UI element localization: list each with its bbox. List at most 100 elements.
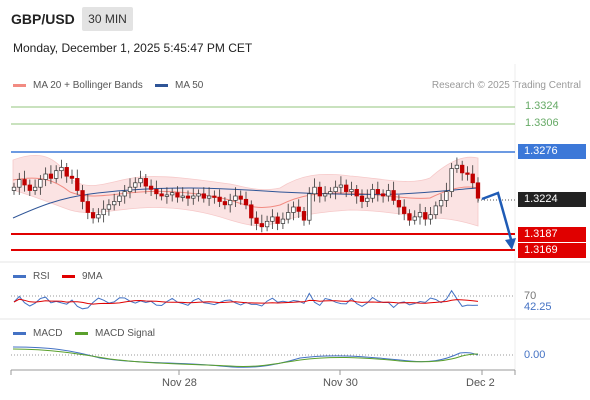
candle-body: [101, 208, 106, 216]
legend-rsi: RSI: [13, 271, 50, 282]
timeframe-button[interactable]: 30 MIN: [82, 7, 133, 31]
candle-body: [307, 193, 312, 221]
arrowhead-icon: [505, 238, 516, 250]
candle-body: [175, 192, 180, 198]
candle-body: [217, 196, 222, 202]
candle-body: [270, 216, 275, 222]
candle-body: [127, 186, 133, 192]
candle-body: [96, 214, 101, 219]
credit: Research © 2025 Trading Central: [431, 80, 581, 91]
candle-body: [75, 178, 80, 191]
legend-ma50-label: MA 50: [175, 80, 204, 91]
candle-body: [475, 182, 481, 199]
resistance-1-label: 1.3306: [525, 117, 559, 129]
candle-body: [27, 184, 32, 191]
legend-ma50: MA 50: [155, 80, 203, 91]
candle-body: [159, 193, 164, 197]
candle-body: [344, 184, 349, 192]
candle-body: [460, 164, 465, 174]
legend-rsi-ma: 9MA: [62, 271, 103, 282]
candle-body: [69, 175, 75, 179]
support-1-label: 1.3187: [518, 227, 586, 242]
candle-body: [138, 178, 143, 184]
ma20-swatch: [13, 84, 26, 87]
candle-body: [143, 178, 148, 187]
candle-body: [286, 212, 291, 220]
rsi-swatch: [13, 275, 26, 278]
legend-macd-signal-label: MACD Signal: [95, 328, 156, 339]
candle-body: [164, 194, 170, 197]
candle-body: [106, 204, 112, 210]
candle-body: [365, 197, 370, 202]
candle-body: [212, 195, 217, 198]
candle-body: [196, 193, 201, 197]
ma50-swatch: [155, 84, 168, 87]
candle-body: [301, 211, 307, 221]
candle-body: [354, 189, 359, 197]
timestamp: Monday, December 1, 2025 5:45:47 PM CET: [13, 41, 253, 55]
candle-body: [465, 172, 470, 175]
candle-body: [438, 200, 444, 207]
rsi-ma-line: [13, 298, 479, 305]
candle-body: [85, 201, 90, 213]
legend-rsi-ma-label: 9MA: [82, 271, 103, 282]
macd-line: [12, 346, 479, 368]
candle-body: [32, 186, 38, 191]
x-label-nov30: Nov 30: [323, 377, 358, 389]
candle-body: [59, 167, 64, 172]
candle-body: [386, 190, 391, 197]
candle-body: [117, 195, 122, 202]
candle-body: [64, 167, 69, 177]
candle-body: [449, 168, 454, 192]
candle-body: [185, 195, 191, 199]
candle-body: [444, 191, 449, 201]
candle-body: [280, 218, 286, 224]
candle-body: [243, 198, 249, 206]
candle-body: [259, 223, 264, 228]
candle-body: [22, 179, 27, 186]
rsi-70-label: 70: [524, 290, 537, 302]
resistance-2-label: 1.3324: [525, 100, 559, 112]
legend-ma20: MA 20 + Bollinger Bands: [13, 80, 143, 91]
candle-body: [312, 186, 317, 195]
candle-body: [349, 189, 354, 192]
candle-body: [296, 206, 301, 212]
candle-body: [433, 205, 438, 216]
x-label-dec2: Dec 2: [466, 377, 495, 389]
candle-body: [170, 192, 175, 196]
candle-body: [54, 170, 59, 179]
bollinger-band: [12, 154, 479, 227]
legend-rsi-label: RSI: [33, 271, 50, 282]
candle-body: [412, 216, 417, 221]
candle-body: [396, 200, 402, 208]
candle-body: [375, 189, 380, 195]
candle-body: [370, 189, 375, 199]
forecast-arrow: [481, 191, 514, 244]
candle-body: [201, 193, 206, 199]
candle-body: [38, 179, 43, 188]
macd-signal-swatch: [75, 332, 88, 335]
rsi-value-label: 42.25: [524, 301, 552, 313]
candle-body: [80, 190, 85, 202]
support-2-label: 1.3169: [518, 243, 586, 258]
candle-body: [148, 185, 154, 190]
candle-body: [180, 195, 185, 198]
x-label-nov28: Nov 28: [162, 377, 197, 389]
candle-body: [233, 195, 238, 201]
candle-body: [90, 212, 96, 219]
legend-macd-label: MACD: [33, 328, 63, 339]
candle-body: [48, 173, 54, 179]
candle-body: [17, 179, 22, 188]
candle-body: [417, 212, 423, 218]
candlestick-series: [11, 157, 481, 233]
candle-body: [423, 212, 428, 220]
candle-body: [454, 164, 460, 169]
candle-body: [249, 204, 254, 219]
candle-body: [470, 173, 475, 184]
candle-body: [333, 186, 338, 192]
candle-body: [402, 206, 407, 214]
candle-body: [154, 189, 159, 195]
legend-macd: MACD: [13, 328, 62, 339]
candle-body: [133, 182, 138, 188]
